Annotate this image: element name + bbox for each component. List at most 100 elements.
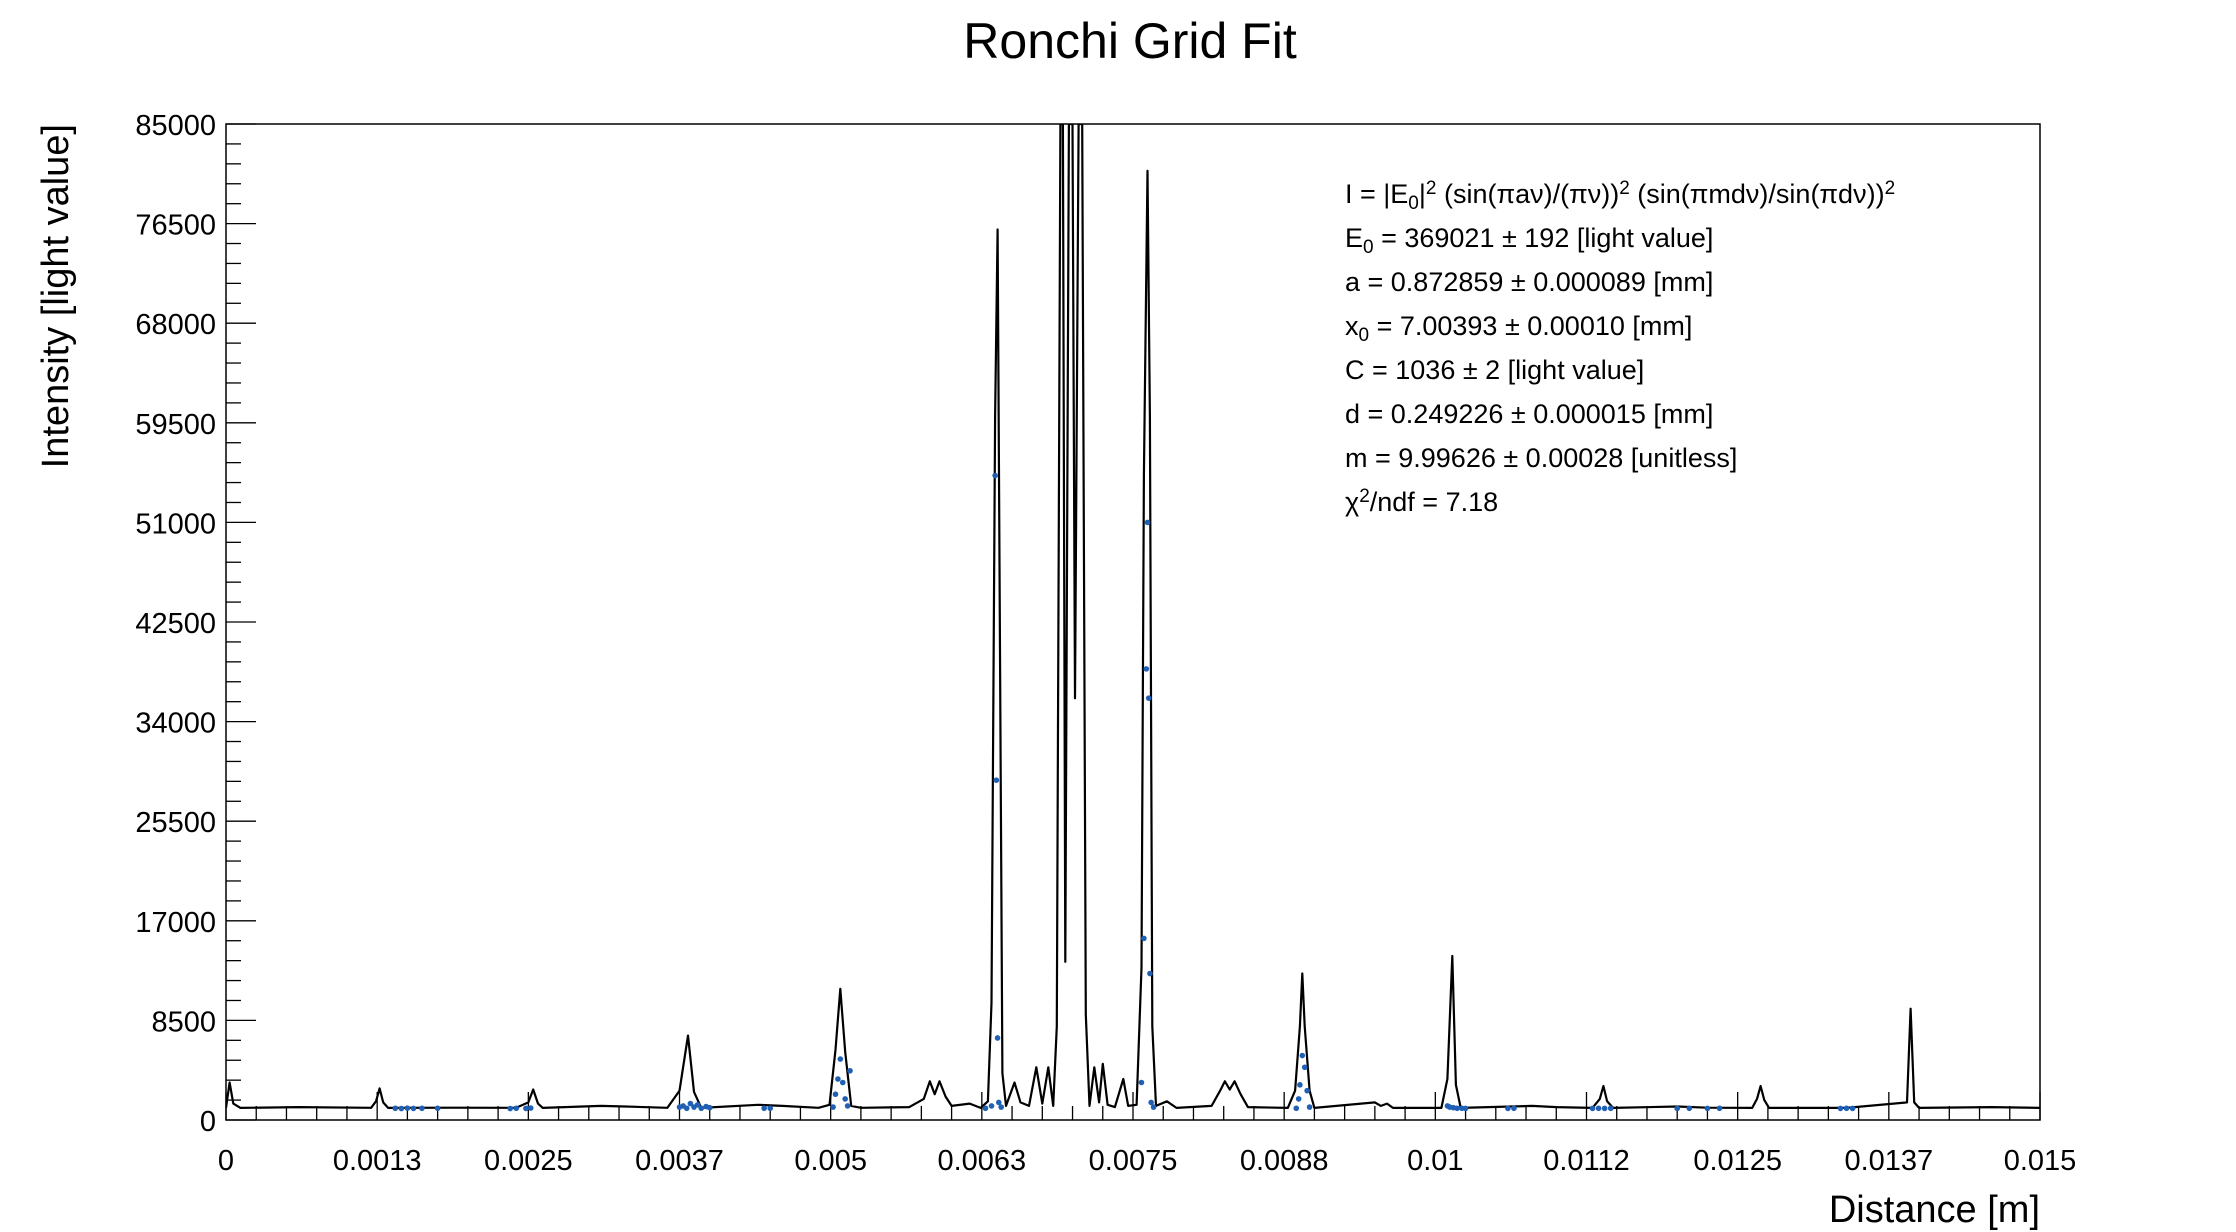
data-point — [1595, 1105, 1602, 1112]
y-tick-label: 76500 — [135, 210, 216, 242]
x-tick-label: 0.0112 — [1543, 1145, 1630, 1177]
data-point — [1505, 1105, 1511, 1112]
data-point — [1837, 1105, 1844, 1112]
fit-parameters-box: I = |E0|2 (sin(πaν)/(πν))2 (sin(πmdν)/si… — [1345, 178, 1895, 517]
data-point — [830, 1104, 836, 1110]
y-tick-label: 34000 — [135, 708, 216, 740]
data-point — [1141, 935, 1147, 942]
fit-param-chi2: χ2/ndf = 7.18 — [1345, 486, 1498, 517]
x-tick-label: 0.0088 — [1240, 1145, 1329, 1177]
data-point — [847, 1067, 853, 1074]
data-point — [1295, 1096, 1302, 1102]
data-point — [1144, 519, 1151, 526]
data-point — [507, 1105, 513, 1112]
data-point — [842, 1096, 848, 1102]
y-tick-label: 59500 — [135, 409, 216, 441]
data-point — [683, 1105, 690, 1112]
data-point — [419, 1105, 425, 1112]
chart-title: Ronchi Grid Fit — [963, 13, 1297, 69]
x-tick-label: 0.0037 — [635, 1145, 724, 1177]
fit-param-d: d = 0.249226 ± 0.000015 [mm] — [1345, 399, 1713, 429]
data-point — [1145, 695, 1152, 701]
data-point — [837, 1056, 844, 1062]
data-point — [761, 1105, 767, 1112]
data-point — [1843, 1105, 1850, 1112]
data-point — [993, 777, 1000, 783]
data-point — [1293, 1105, 1300, 1112]
x-tick-label: 0.0137 — [1844, 1145, 1933, 1177]
fit-param-x0: x0 = 7.00393 ± 0.00010 [mm] — [1345, 311, 1692, 346]
data-point — [694, 1101, 701, 1108]
data-point — [1589, 1105, 1596, 1112]
y-axis: 0 8500 17000 25500 34000 42500 51000 59500 68000… — [135, 110, 256, 1138]
data-point — [1138, 1079, 1145, 1086]
data-point — [410, 1105, 417, 1112]
data-point — [687, 1100, 694, 1107]
data-point — [523, 1105, 529, 1112]
data-point — [1454, 1105, 1460, 1112]
data-point — [767, 1105, 773, 1112]
data-point — [1147, 970, 1153, 977]
x-tick-label: 0.005 — [794, 1145, 867, 1177]
y-tick-label: 51000 — [135, 508, 216, 540]
data-point — [1686, 1105, 1693, 1112]
data-point — [835, 1076, 841, 1082]
plot-area — [226, 124, 2040, 1112]
data-point — [992, 472, 998, 479]
data-point — [1511, 1105, 1517, 1112]
data-point — [1462, 1105, 1469, 1112]
data-point — [527, 1105, 534, 1111]
data-point — [398, 1105, 405, 1112]
data-point — [998, 1104, 1004, 1110]
y-tick-label: 25500 — [135, 807, 216, 839]
data-point — [1143, 666, 1150, 672]
data-point — [698, 1105, 705, 1112]
data-point — [1301, 1064, 1308, 1071]
x-tick-label: 0.0075 — [1089, 1145, 1178, 1177]
data-point — [1704, 1105, 1711, 1112]
x-axis-label: Distance [m] — [1829, 1189, 2040, 1231]
data-point — [839, 1079, 846, 1086]
fit-curve — [226, 124, 2040, 1109]
data-point — [1674, 1105, 1680, 1112]
y-tick-label: 17000 — [135, 907, 216, 939]
data-point — [1607, 1105, 1614, 1112]
y-tick-label: 85000 — [135, 110, 216, 142]
x-tick-label: 0 — [218, 1145, 234, 1177]
data-point — [1304, 1087, 1310, 1094]
data-point — [1297, 1082, 1303, 1088]
data-point — [844, 1103, 851, 1109]
data-point — [1716, 1105, 1723, 1112]
data-point — [392, 1105, 399, 1112]
fit-param-m: m = 9.99626 ± 0.00028 [unitless] — [1345, 443, 1737, 473]
data-point — [995, 1099, 1002, 1106]
data-points — [392, 472, 1856, 1112]
data-point — [1299, 1052, 1306, 1059]
x-tick-label: 0.0013 — [333, 1145, 422, 1177]
x-axis: 0 0.0013 0.0025 0.0037 0.005 0.0063 0.0075 0.00… — [218, 1092, 2076, 1177]
y-tick-label: 0 — [200, 1106, 216, 1138]
x-tick-label: 0.01 — [1407, 1145, 1463, 1177]
x-tick-label: 0.0025 — [484, 1145, 573, 1177]
x-tick-label: 0.0063 — [937, 1145, 1026, 1177]
y-axis-label: Intensity [light value] — [35, 124, 77, 468]
data-point — [1150, 1104, 1157, 1110]
data-point — [1849, 1105, 1856, 1112]
data-point — [513, 1105, 520, 1112]
data-point — [988, 1103, 995, 1109]
y-tick-label: 42500 — [135, 608, 216, 640]
data-point — [434, 1105, 441, 1112]
fit-param-formula: I = |E0|2 (sin(πaν)/(πν))2 (sin(πmdν)/si… — [1345, 178, 1895, 213]
x-tick-label: 0.0125 — [1693, 1145, 1782, 1177]
fit-param-E0: E0 = 369021 ± 192 [light value] — [1345, 223, 1713, 258]
y-tick-label: 68000 — [135, 309, 216, 341]
data-point — [832, 1091, 839, 1098]
fit-param-a: a = 0.872859 ± 0.000089 [mm] — [1345, 267, 1713, 297]
plot-frame — [225, 123, 2041, 1121]
data-point — [1601, 1105, 1608, 1112]
data-point — [404, 1105, 411, 1111]
data-point — [1148, 1099, 1154, 1106]
y-tick-label: 8500 — [151, 1006, 216, 1038]
data-point — [706, 1104, 713, 1111]
